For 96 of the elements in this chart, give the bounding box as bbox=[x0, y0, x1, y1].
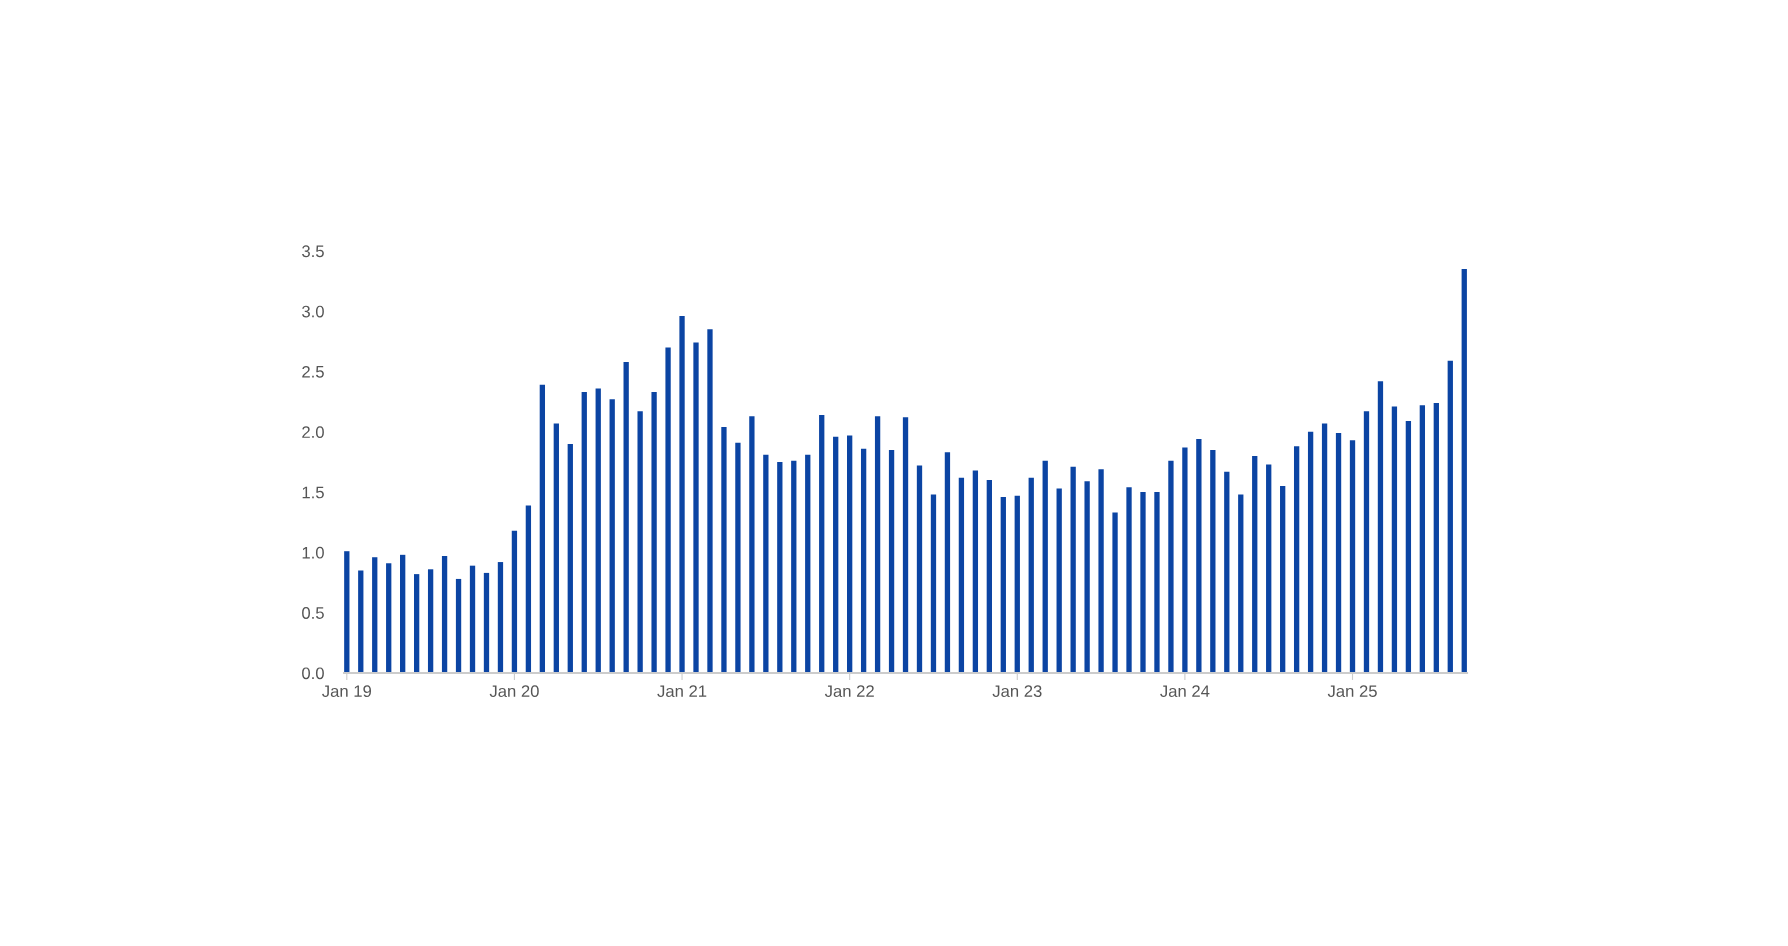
bar bbox=[1293, 446, 1300, 673]
bar bbox=[693, 342, 699, 673]
bar bbox=[595, 388, 601, 673]
bar bbox=[1196, 439, 1202, 673]
bar bbox=[1280, 486, 1286, 673]
bar bbox=[413, 574, 420, 673]
bar bbox=[386, 563, 392, 673]
bar bbox=[1140, 492, 1146, 673]
bar bbox=[511, 530, 518, 673]
bar bbox=[1433, 402, 1439, 673]
bar bbox=[1126, 487, 1132, 673]
bar bbox=[916, 465, 923, 673]
bar bbox=[721, 427, 727, 673]
bar bbox=[1377, 381, 1384, 673]
bar bbox=[637, 411, 643, 673]
bar bbox=[1098, 469, 1104, 673]
bar bbox=[791, 460, 797, 673]
bar bbox=[665, 347, 671, 673]
bar bbox=[1405, 420, 1412, 673]
bar bbox=[763, 454, 769, 673]
bar bbox=[1391, 406, 1398, 673]
x-tick-label: Jan 23 bbox=[992, 685, 1042, 698]
bar bbox=[1042, 460, 1048, 673]
bar bbox=[1252, 455, 1258, 673]
bar bbox=[679, 316, 685, 673]
bar bbox=[735, 442, 741, 673]
bar bbox=[944, 452, 951, 673]
bar bbox=[1224, 471, 1230, 673]
y-tick-label: 2.5 bbox=[302, 365, 324, 378]
bar bbox=[874, 416, 881, 673]
bar bbox=[1168, 460, 1174, 673]
bar bbox=[1461, 269, 1467, 673]
x-tick-label: Jan 21 bbox=[657, 685, 707, 698]
bar bbox=[1349, 440, 1356, 673]
y-tick-label: 0.0 bbox=[302, 667, 324, 680]
y-tick-label: 3.0 bbox=[302, 305, 324, 318]
x-tick-label: Jan 20 bbox=[489, 685, 539, 698]
bar bbox=[777, 461, 783, 673]
bar bbox=[1154, 492, 1160, 673]
bar bbox=[400, 554, 406, 673]
bar bbox=[1307, 431, 1314, 673]
bar bbox=[1238, 494, 1244, 673]
bar bbox=[805, 454, 811, 673]
bar bbox=[441, 556, 448, 673]
bar bbox=[1056, 488, 1062, 673]
bar bbox=[1028, 477, 1034, 673]
bar bbox=[1070, 466, 1076, 673]
bar bbox=[1000, 496, 1006, 673]
bar bbox=[567, 443, 573, 673]
y-tick-label: 1.5 bbox=[302, 486, 324, 499]
bar bbox=[819, 414, 825, 673]
bar bbox=[427, 569, 434, 673]
bar bbox=[1335, 433, 1342, 673]
bar bbox=[497, 562, 504, 673]
bar bbox=[860, 448, 867, 673]
bar bbox=[525, 505, 532, 673]
bar bbox=[539, 384, 546, 673]
bar bbox=[749, 416, 755, 673]
bar bbox=[455, 578, 462, 673]
bar bbox=[958, 477, 965, 673]
bar bbox=[372, 557, 378, 673]
bar bbox=[358, 570, 364, 673]
bar bbox=[707, 329, 713, 673]
bar bbox=[1014, 495, 1020, 673]
bar bbox=[1266, 464, 1272, 673]
bar bbox=[469, 565, 476, 673]
y-tick-label: 0.5 bbox=[302, 607, 324, 619]
y-tick-label: 3.5 bbox=[302, 245, 324, 258]
bar bbox=[1210, 449, 1216, 673]
bar bbox=[1447, 360, 1453, 673]
bar bbox=[344, 551, 350, 673]
bar bbox=[651, 392, 657, 673]
bar bbox=[902, 417, 909, 673]
bar bbox=[847, 435, 853, 673]
bar bbox=[1321, 423, 1328, 673]
x-tick-label: Jan 24 bbox=[1160, 685, 1210, 698]
bar bbox=[1182, 447, 1188, 673]
y-tick-label: 1.0 bbox=[302, 546, 324, 559]
bar bbox=[888, 449, 895, 673]
bar bbox=[972, 470, 979, 673]
bar bbox=[581, 392, 587, 673]
bar bbox=[609, 399, 615, 673]
bar bbox=[623, 361, 629, 673]
bar bbox=[986, 480, 992, 673]
bar bbox=[483, 572, 490, 673]
bar bbox=[930, 494, 937, 673]
bar bbox=[1419, 405, 1426, 673]
bar bbox=[1363, 411, 1370, 673]
bar bbox=[833, 436, 839, 673]
x-tick-label: Jan 22 bbox=[824, 685, 874, 698]
bar bbox=[553, 423, 559, 673]
x-tick-label: Jan 19 bbox=[322, 685, 372, 698]
y-tick-label: 2.0 bbox=[302, 426, 324, 439]
bar bbox=[1084, 481, 1090, 673]
x-tick-label: Jan 25 bbox=[1327, 685, 1377, 698]
bar bbox=[1112, 512, 1118, 673]
